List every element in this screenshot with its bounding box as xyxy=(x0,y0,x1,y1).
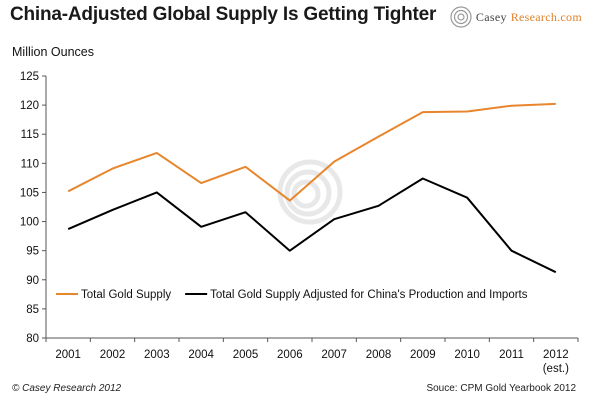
x-tick-label: 2010 xyxy=(454,349,480,361)
y-tick-label: 110 xyxy=(21,158,39,170)
y-tick-label: 120 xyxy=(20,100,39,112)
watermark-ring xyxy=(291,179,321,209)
x-tick-label: 2006 xyxy=(277,349,303,361)
x-axis-ticks: 2001 2002 2003 2004 2005 2006 2007 2008 2009 2010… xyxy=(45,338,579,375)
y-tick-label: 100 xyxy=(20,217,39,229)
casey-logo-icon xyxy=(450,6,472,28)
watermark-ring xyxy=(284,169,332,217)
series-lines xyxy=(67,102,557,274)
source-note: Souce: CPM Gold Yearbook 2012 xyxy=(426,383,576,394)
logo-text-main: Casey xyxy=(475,9,507,24)
y-tick-label: 90 xyxy=(26,275,39,287)
y-tick-label: 125 xyxy=(20,71,39,83)
series-line-0 xyxy=(67,102,556,202)
y-tick-label: 95 xyxy=(26,246,39,258)
x-tick-label: 2003 xyxy=(144,349,170,361)
x-tick-label: 2004 xyxy=(188,349,214,361)
chart-title: China-Adjusted Global Supply Is Getting … xyxy=(10,4,437,25)
x-tick-label: 2012 xyxy=(543,349,569,361)
y-tick-label: 85 xyxy=(26,304,39,316)
series-line-1 xyxy=(67,177,557,274)
legend-label-1: Total Gold Supply Adjusted for China's P… xyxy=(210,289,528,301)
x-tick-label: 2007 xyxy=(321,349,347,361)
x-tick-label: 2001 xyxy=(55,349,81,361)
x-tick-label: 2002 xyxy=(100,349,126,361)
x-tick-label: 2005 xyxy=(233,349,259,361)
y-tick-label: 105 xyxy=(20,187,39,199)
y-axis-label: Million Ounces xyxy=(12,45,94,59)
x-tick-sublabel: (est.) xyxy=(543,363,569,375)
watermark-spiral-icon xyxy=(277,159,343,225)
logo-text-accent: Research.com xyxy=(510,9,582,24)
copyright-note: © Casey Research 2012 xyxy=(12,383,122,394)
casey-research-logo: Casey Research.com xyxy=(450,6,582,28)
x-tick-label: 2008 xyxy=(366,349,392,361)
y-tick-label: 115 xyxy=(21,129,39,141)
x-tick-label: 2009 xyxy=(410,349,436,361)
chart-legend: Total Gold Supply Total Gold Supply Adjus… xyxy=(56,289,528,301)
legend-label-0: Total Gold Supply xyxy=(81,289,171,301)
y-axis-ticks: 80 85 90 95 100 105 110 115 120 125 xyxy=(20,71,46,345)
y-tick-label: 80 xyxy=(26,333,39,345)
x-tick-label: 2011 xyxy=(499,349,524,361)
